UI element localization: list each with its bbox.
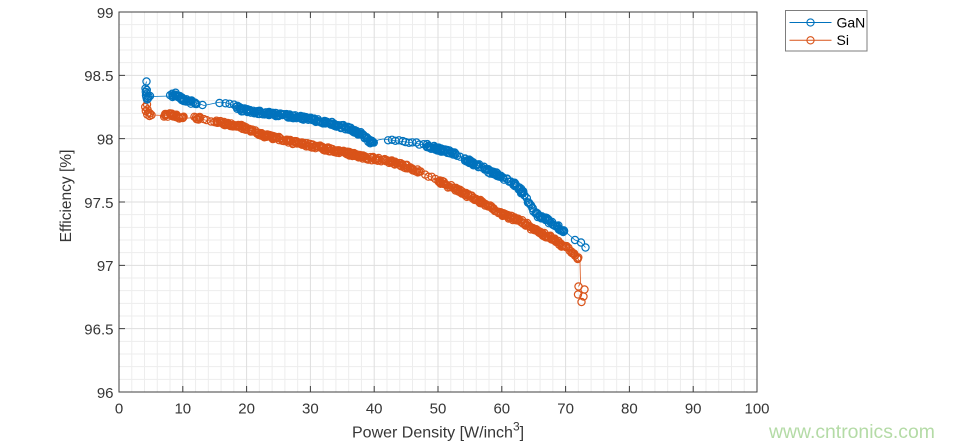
svg-text:100: 100 (744, 401, 769, 418)
svg-text:www.cntronics.com: www.cntronics.com (768, 421, 935, 443)
svg-text:98: 98 (97, 132, 114, 149)
svg-text:0: 0 (115, 401, 123, 418)
svg-text:40: 40 (366, 401, 383, 418)
svg-text:97: 97 (97, 258, 114, 275)
svg-text:Si: Si (837, 32, 849, 48)
svg-text:50: 50 (430, 401, 447, 418)
svg-text:97.5: 97.5 (84, 195, 113, 212)
svg-text:Power Density [W/inch3]: Power Density [W/inch3] (352, 420, 524, 442)
svg-text:60: 60 (493, 401, 510, 418)
svg-text:GaN: GaN (837, 14, 866, 30)
svg-text:70: 70 (557, 401, 574, 418)
svg-text:30: 30 (302, 401, 319, 418)
svg-text:90: 90 (685, 401, 702, 418)
svg-text:96.5: 96.5 (84, 322, 113, 339)
svg-text:20: 20 (238, 401, 255, 418)
svg-text:98.5: 98.5 (84, 68, 113, 85)
svg-text:96: 96 (97, 385, 114, 402)
svg-text:10: 10 (174, 401, 191, 418)
svg-text:80: 80 (621, 401, 638, 418)
svg-text:Efficiency [%]: Efficiency [%] (58, 150, 75, 243)
svg-text:99: 99 (97, 5, 114, 22)
